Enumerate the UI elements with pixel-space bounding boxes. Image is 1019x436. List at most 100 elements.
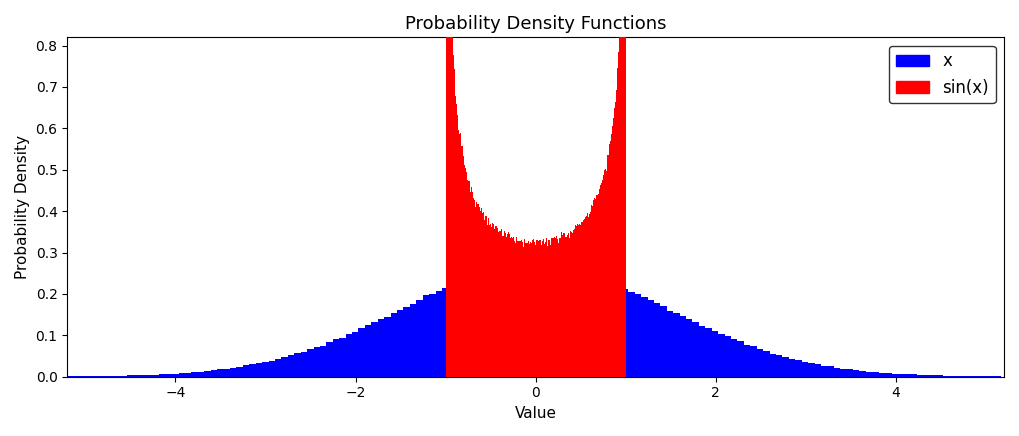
Bar bbox=[859, 371, 866, 377]
Bar bbox=[236, 367, 243, 377]
Bar bbox=[481, 274, 487, 377]
Bar bbox=[102, 376, 108, 377]
Bar bbox=[83, 376, 89, 377]
Bar bbox=[205, 371, 211, 377]
Bar bbox=[326, 342, 333, 377]
Bar bbox=[185, 373, 192, 377]
Bar bbox=[583, 274, 590, 377]
X-axis label: Value: Value bbox=[515, 406, 556, 421]
Bar bbox=[776, 354, 783, 377]
Bar bbox=[435, 291, 442, 377]
Bar bbox=[153, 375, 159, 377]
Bar bbox=[936, 375, 943, 377]
Bar bbox=[345, 334, 352, 377]
Bar bbox=[577, 272, 583, 377]
Bar bbox=[147, 375, 153, 377]
Bar bbox=[666, 311, 674, 377]
Bar bbox=[339, 337, 345, 377]
Bar bbox=[763, 351, 769, 377]
Bar bbox=[738, 341, 744, 377]
Bar bbox=[448, 286, 454, 377]
Bar bbox=[287, 355, 294, 377]
Bar bbox=[114, 376, 121, 377]
Bar bbox=[795, 360, 802, 377]
Bar bbox=[166, 374, 172, 377]
Bar bbox=[178, 373, 185, 377]
Bar bbox=[320, 346, 326, 377]
Bar bbox=[725, 337, 731, 377]
Bar bbox=[462, 281, 468, 377]
Bar bbox=[680, 316, 686, 377]
Bar bbox=[969, 376, 975, 377]
Bar bbox=[417, 300, 423, 377]
Bar bbox=[127, 375, 133, 377]
Bar bbox=[314, 347, 320, 377]
Bar bbox=[956, 376, 962, 377]
Bar bbox=[532, 266, 538, 377]
Bar bbox=[731, 339, 738, 377]
Bar bbox=[410, 304, 417, 377]
Bar bbox=[641, 297, 647, 377]
Bar bbox=[769, 354, 776, 377]
Bar bbox=[571, 271, 577, 377]
Bar bbox=[923, 375, 930, 377]
Bar bbox=[802, 361, 808, 377]
Bar bbox=[911, 374, 917, 377]
Bar bbox=[596, 277, 602, 377]
Bar bbox=[693, 322, 699, 377]
Bar bbox=[365, 325, 371, 377]
Bar bbox=[140, 375, 147, 377]
Bar bbox=[352, 332, 359, 377]
Bar bbox=[757, 349, 763, 377]
Bar bbox=[390, 313, 397, 377]
Bar bbox=[615, 286, 622, 377]
Bar bbox=[545, 268, 551, 377]
Bar bbox=[474, 277, 481, 377]
Bar bbox=[711, 330, 718, 377]
Bar bbox=[705, 328, 711, 377]
Bar bbox=[275, 359, 281, 377]
Bar bbox=[827, 366, 834, 377]
Bar bbox=[808, 363, 814, 377]
Bar bbox=[384, 317, 390, 377]
Bar bbox=[307, 349, 314, 377]
Bar bbox=[192, 372, 198, 377]
Bar bbox=[674, 313, 680, 377]
Bar bbox=[262, 362, 269, 377]
Bar bbox=[750, 347, 757, 377]
Bar bbox=[269, 361, 275, 377]
Bar bbox=[429, 294, 435, 377]
Bar bbox=[230, 368, 236, 377]
Bar bbox=[506, 269, 513, 377]
Bar bbox=[121, 376, 127, 377]
Bar bbox=[699, 326, 705, 377]
Bar bbox=[133, 375, 140, 377]
Bar bbox=[217, 369, 223, 377]
Bar bbox=[866, 371, 872, 377]
Bar bbox=[789, 359, 795, 377]
Bar bbox=[654, 303, 660, 377]
Bar bbox=[198, 371, 205, 377]
Bar bbox=[847, 369, 853, 377]
Bar bbox=[744, 345, 750, 377]
Bar bbox=[256, 363, 262, 377]
Bar bbox=[487, 274, 493, 377]
Y-axis label: Probability Density: Probability Density bbox=[15, 135, 30, 279]
Bar bbox=[250, 364, 256, 377]
Bar bbox=[590, 277, 596, 377]
Bar bbox=[211, 370, 217, 377]
Bar bbox=[557, 268, 564, 377]
Bar bbox=[841, 369, 847, 377]
Bar bbox=[930, 375, 936, 377]
Bar bbox=[872, 372, 878, 377]
Bar bbox=[564, 270, 571, 377]
Bar bbox=[898, 374, 905, 377]
Bar bbox=[404, 307, 410, 377]
Bar bbox=[814, 364, 821, 377]
Bar bbox=[886, 373, 892, 377]
Title: Probability Density Functions: Probability Density Functions bbox=[405, 15, 666, 33]
Bar bbox=[493, 271, 499, 377]
Bar bbox=[878, 373, 886, 377]
Bar bbox=[943, 376, 950, 377]
Bar bbox=[371, 322, 378, 377]
